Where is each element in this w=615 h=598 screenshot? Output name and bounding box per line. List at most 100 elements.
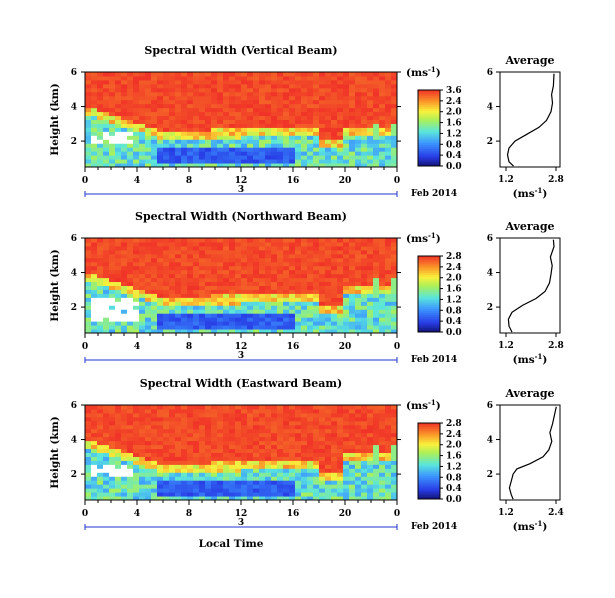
heatmap-cell bbox=[163, 127, 170, 132]
heatmap-cell bbox=[385, 87, 392, 93]
heatmap-cell bbox=[151, 269, 158, 275]
heatmap-cell bbox=[205, 115, 212, 120]
heatmap-cell bbox=[349, 253, 356, 259]
heatmap-cell bbox=[151, 75, 158, 81]
heatmap-cell bbox=[121, 420, 128, 426]
heatmap-cell bbox=[313, 452, 320, 457]
heatmap-cell bbox=[301, 241, 308, 247]
heatmap-cell bbox=[283, 155, 290, 160]
heatmap-cell bbox=[241, 238, 248, 243]
heatmap-cell bbox=[349, 432, 356, 438]
heatmap-cell bbox=[85, 440, 92, 446]
heatmap-cell bbox=[265, 277, 272, 283]
heatmap-cell bbox=[361, 273, 368, 279]
heatmap-cell bbox=[247, 115, 254, 120]
heatmap-cell bbox=[187, 321, 194, 326]
heatmap-cell bbox=[211, 309, 218, 314]
heatmap-cell bbox=[109, 115, 116, 120]
heatmap-cell bbox=[133, 91, 140, 97]
unit-close: ) bbox=[436, 67, 441, 79]
heatmap-cell bbox=[127, 492, 134, 497]
x-tick-label: 4 bbox=[134, 342, 140, 352]
colorbar-segment bbox=[418, 156, 440, 159]
heatmap-cell bbox=[277, 83, 284, 89]
heatmap-cell bbox=[301, 297, 308, 302]
heatmap-cell bbox=[163, 408, 170, 414]
heatmap-cell bbox=[175, 472, 182, 477]
heatmap-cell bbox=[199, 253, 206, 259]
heatmap-cell bbox=[91, 317, 98, 322]
heatmap-cell bbox=[283, 273, 290, 279]
heatmap-cell bbox=[97, 273, 104, 279]
heatmap-cell bbox=[307, 448, 314, 453]
heatmap-cell bbox=[223, 488, 230, 493]
heatmap-cell bbox=[307, 293, 314, 298]
heatmap-cell bbox=[289, 123, 296, 128]
heatmap-cell bbox=[241, 285, 248, 290]
heatmap-cell bbox=[355, 412, 362, 418]
heatmap-cell bbox=[277, 261, 284, 267]
heatmap-cell bbox=[331, 151, 338, 156]
heatmap-cell bbox=[325, 416, 332, 422]
heatmap-cell bbox=[199, 238, 206, 243]
heatmap-cell bbox=[271, 420, 278, 426]
heatmap-cell bbox=[139, 281, 146, 286]
heatmap-cell bbox=[235, 464, 242, 469]
heatmap-cell bbox=[247, 325, 254, 330]
heatmap-cell bbox=[229, 72, 236, 77]
heatmap-cell bbox=[331, 261, 338, 267]
heatmap-cell bbox=[325, 476, 332, 481]
heatmap-cell bbox=[115, 131, 122, 136]
heatmap-cell bbox=[163, 261, 170, 267]
heatmap-cell bbox=[253, 297, 260, 302]
heatmap-cell bbox=[235, 285, 242, 290]
heatmap-cell bbox=[211, 83, 218, 89]
heatmap-cell bbox=[235, 241, 242, 247]
heatmap-cell bbox=[349, 440, 356, 446]
profile-line bbox=[506, 73, 555, 167]
heatmap-cell bbox=[277, 317, 284, 322]
heatmap-cell bbox=[115, 257, 122, 263]
heatmap-cell bbox=[319, 281, 326, 286]
heatmap-cell bbox=[361, 321, 368, 326]
heatmap-cell bbox=[109, 424, 116, 430]
heatmap-cell bbox=[187, 305, 194, 310]
heatmap-cell bbox=[133, 277, 140, 283]
heatmap-cell bbox=[187, 420, 194, 426]
heatmap-cell bbox=[229, 95, 236, 101]
heatmap-cell bbox=[331, 83, 338, 89]
heatmap-cell bbox=[337, 135, 344, 140]
heatmap-cell bbox=[277, 103, 284, 109]
heatmap-cell bbox=[169, 321, 176, 326]
heatmap-cell bbox=[211, 488, 218, 493]
heatmap-cell bbox=[181, 464, 188, 469]
heatmap-cell bbox=[121, 99, 128, 105]
heatmap-cell bbox=[139, 127, 146, 132]
heatmap-cell bbox=[247, 436, 254, 442]
heatmap-cell bbox=[205, 87, 212, 93]
heatmap-cell bbox=[385, 412, 392, 418]
heatmap-cell bbox=[337, 127, 344, 132]
heatmap-cell bbox=[91, 412, 98, 418]
heatmap-cell bbox=[181, 325, 188, 330]
heatmap-cell bbox=[247, 460, 254, 465]
heatmap-cell bbox=[385, 452, 392, 457]
heatmap-cell bbox=[373, 285, 380, 290]
heatmap-cell bbox=[121, 476, 128, 481]
heatmap-cell bbox=[187, 405, 194, 410]
heatmap-cell bbox=[361, 309, 368, 314]
heatmap-cell bbox=[319, 83, 326, 89]
heatmap-cell bbox=[313, 72, 320, 77]
heatmap-cell bbox=[373, 472, 380, 477]
heatmap-cell bbox=[103, 159, 110, 164]
heatmap-cell bbox=[211, 460, 218, 465]
heatmap-cell bbox=[313, 87, 320, 93]
heatmap-cell bbox=[301, 111, 308, 117]
heatmap-cell bbox=[145, 452, 152, 457]
heatmap-cell bbox=[367, 131, 374, 136]
heatmap-cell bbox=[349, 159, 356, 164]
heatmap-cell bbox=[331, 313, 338, 318]
heatmap-cell bbox=[319, 147, 326, 152]
heatmap-cell bbox=[151, 448, 158, 453]
heatmap-cell bbox=[97, 496, 104, 501]
